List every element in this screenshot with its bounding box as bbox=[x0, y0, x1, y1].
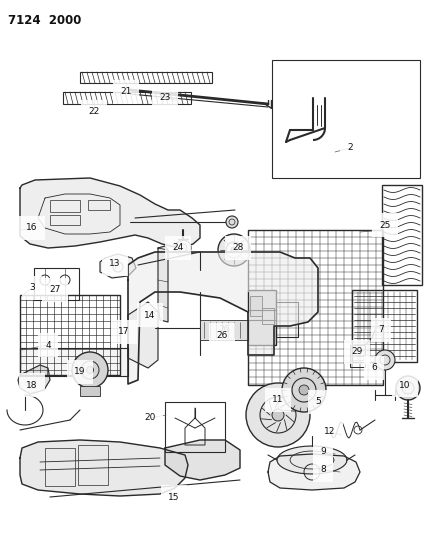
Bar bbox=[272, 60, 420, 178]
Circle shape bbox=[272, 409, 284, 421]
Text: 6: 6 bbox=[371, 364, 377, 373]
Text: 16: 16 bbox=[26, 223, 38, 232]
Text: 13: 13 bbox=[109, 260, 121, 269]
Text: 24: 24 bbox=[172, 244, 184, 253]
Bar bbox=[20, 295, 120, 375]
Text: 15: 15 bbox=[168, 492, 180, 502]
Bar bbox=[165, 402, 225, 452]
Circle shape bbox=[175, 240, 191, 256]
Polygon shape bbox=[268, 454, 360, 490]
Text: 9: 9 bbox=[320, 448, 326, 456]
Text: 27: 27 bbox=[49, 286, 61, 295]
Bar bbox=[248, 230, 383, 385]
Polygon shape bbox=[128, 252, 318, 384]
Circle shape bbox=[72, 352, 108, 388]
Text: 29: 29 bbox=[351, 348, 363, 357]
Bar bbox=[78, 445, 108, 485]
Text: 2: 2 bbox=[347, 143, 353, 152]
Circle shape bbox=[375, 350, 395, 370]
Bar bbox=[80, 72, 212, 83]
Circle shape bbox=[226, 216, 238, 228]
Text: 17: 17 bbox=[118, 327, 130, 336]
Polygon shape bbox=[20, 440, 188, 496]
Circle shape bbox=[299, 385, 309, 395]
Bar bbox=[50, 215, 80, 225]
Text: 20: 20 bbox=[144, 414, 156, 423]
Polygon shape bbox=[158, 246, 168, 322]
Circle shape bbox=[231, 247, 237, 253]
Bar bbox=[262, 308, 274, 324]
Bar bbox=[20, 348, 128, 376]
Polygon shape bbox=[20, 348, 128, 376]
Text: 11: 11 bbox=[272, 395, 284, 405]
Bar bbox=[45, 448, 75, 486]
Text: 12: 12 bbox=[324, 427, 336, 437]
Bar bbox=[200, 320, 248, 340]
Text: 28: 28 bbox=[232, 244, 244, 253]
Circle shape bbox=[218, 234, 250, 266]
Polygon shape bbox=[128, 302, 158, 368]
Text: 25: 25 bbox=[379, 221, 391, 230]
Text: 18: 18 bbox=[26, 381, 38, 390]
Text: 10: 10 bbox=[399, 381, 411, 390]
Text: 7: 7 bbox=[378, 326, 384, 335]
Text: 14: 14 bbox=[144, 311, 156, 319]
Bar bbox=[80, 386, 100, 396]
Circle shape bbox=[86, 367, 93, 374]
Text: 8: 8 bbox=[320, 465, 326, 474]
Text: 23: 23 bbox=[159, 93, 171, 102]
Circle shape bbox=[282, 368, 326, 412]
Bar bbox=[34, 268, 79, 300]
Text: 22: 22 bbox=[88, 108, 100, 117]
Text: 26: 26 bbox=[216, 330, 228, 340]
Polygon shape bbox=[18, 365, 50, 394]
Text: 21: 21 bbox=[120, 87, 132, 96]
Bar bbox=[276, 302, 298, 337]
Polygon shape bbox=[20, 178, 200, 248]
Bar bbox=[352, 290, 417, 362]
Text: 3: 3 bbox=[29, 284, 35, 293]
Text: 19: 19 bbox=[74, 367, 86, 376]
Polygon shape bbox=[277, 446, 347, 474]
Text: 4: 4 bbox=[45, 341, 51, 350]
Bar bbox=[248, 290, 276, 345]
Circle shape bbox=[396, 376, 420, 400]
Bar bbox=[50, 200, 80, 212]
Text: 26: 26 bbox=[219, 326, 229, 335]
Circle shape bbox=[246, 383, 310, 447]
Bar bbox=[88, 200, 110, 210]
Bar bbox=[350, 345, 365, 367]
Text: 7124  2000: 7124 2000 bbox=[8, 14, 81, 27]
Text: 5: 5 bbox=[315, 398, 321, 407]
Polygon shape bbox=[165, 440, 240, 480]
Polygon shape bbox=[100, 254, 136, 278]
Bar bbox=[382, 185, 422, 285]
Bar bbox=[63, 92, 191, 104]
Bar bbox=[250, 296, 262, 316]
